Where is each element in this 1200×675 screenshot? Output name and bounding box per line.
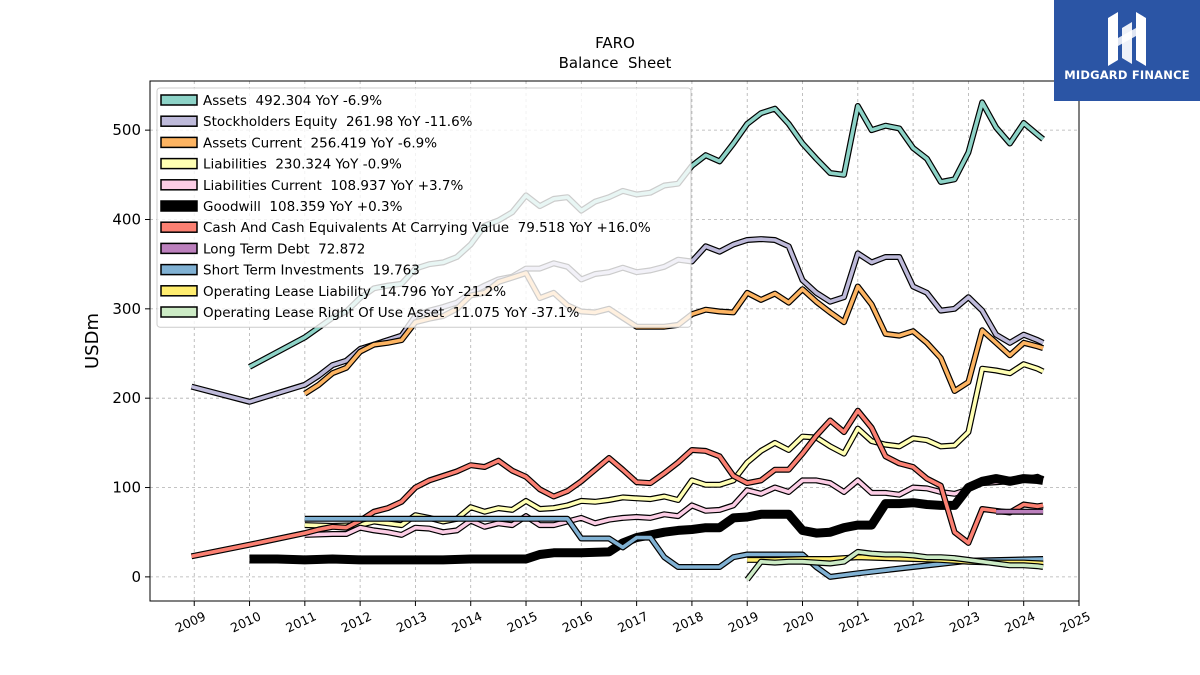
chart-title: FARO <box>595 34 635 52</box>
legend-label: Goodwill 108.359 YoY +0.3% <box>203 199 403 215</box>
legend-swatch <box>160 285 198 297</box>
logo-text: MIDGARD FINANCE <box>1064 68 1190 82</box>
legend-swatch <box>160 94 198 106</box>
legend-label: Liabilities 230.324 YoY -0.9% <box>203 157 402 173</box>
series-line <box>745 550 1044 581</box>
legend-item: Operating Lease Liability 14.796 YoY -21… <box>160 284 506 300</box>
series-line <box>304 474 1044 537</box>
midgard-logo-icon <box>1108 12 1146 66</box>
legend-swatch <box>160 242 198 255</box>
legend-label: Assets Current 256.419 YoY -6.9% <box>203 135 437 151</box>
y-tick-label: 500 <box>112 121 141 139</box>
legend-label: Operating Lease Liability 14.796 YoY -21… <box>203 284 506 300</box>
series-6 <box>190 407 1044 560</box>
legend-swatch <box>160 200 198 212</box>
legend-swatch <box>160 306 198 318</box>
legend-label: Short Term Investments 19.763 <box>203 263 420 279</box>
legend-item: Operating Lease Right Of Use Asset 11.07… <box>160 305 579 321</box>
series-line <box>191 408 1044 559</box>
plot-frame <box>149 80 1080 602</box>
legend-label: Liabilities Current 108.937 YoY +3.7% <box>203 178 463 194</box>
legend-label: Stockholders Equity 261.98 YoY -11.6% <box>203 114 473 130</box>
chart-subtitle: Balance Sheet <box>559 54 672 72</box>
legend-item: Liabilities 230.324 YoY -0.9% <box>160 157 402 173</box>
legend-item: Stockholders Equity 261.98 YoY -11.6% <box>160 114 473 130</box>
series-8 <box>304 515 1044 580</box>
legend-box <box>156 87 692 328</box>
legend-label: Cash And Cash Equivalents At Carrying Va… <box>203 220 651 236</box>
legend: Assets 492.304 YoY -6.9% Stockholders Equ… <box>156 87 692 328</box>
legend-label: Assets 492.304 YoY -6.9% <box>203 93 382 109</box>
legend-item: Liabilities Current 108.937 YoY +3.7% <box>160 178 463 194</box>
series-4 <box>304 473 1045 538</box>
legend-item: Goodwill 108.359 YoY +0.3% <box>160 199 403 215</box>
legend-item: Assets 492.304 YoY -6.9% <box>160 93 382 109</box>
y-axis-label: USDm <box>82 313 103 369</box>
legend-item: Assets Current 256.419 YoY -6.9% <box>160 135 437 151</box>
legend-swatch <box>160 179 198 191</box>
legend-label: Operating Lease Right Of Use Asset 11.07… <box>203 305 579 321</box>
y-tick-label: 100 <box>112 479 141 497</box>
series-10 <box>744 548 1044 582</box>
y-tick-label: 300 <box>112 300 141 318</box>
legend-item: Short Term Investments 19.763 <box>160 263 420 279</box>
legend-swatch <box>160 263 198 276</box>
legend-label: Long Term Debt 72.872 <box>203 241 365 257</box>
y-tick-label: 200 <box>112 389 141 407</box>
y-tick-label: 400 <box>112 210 141 228</box>
legend-item: Long Term Debt 72.872 <box>160 241 365 257</box>
legend-swatch <box>160 157 198 170</box>
legend-swatch <box>160 136 198 149</box>
legend-swatch <box>160 115 198 127</box>
legend-item: Cash And Cash Equivalents At Carrying Va… <box>160 220 651 236</box>
legend-swatch <box>160 221 198 233</box>
midgard-finance-logo: MIDGARD FINANCE <box>1054 0 1200 101</box>
y-tick-label: 0 <box>131 568 141 586</box>
series-line <box>304 516 1044 579</box>
